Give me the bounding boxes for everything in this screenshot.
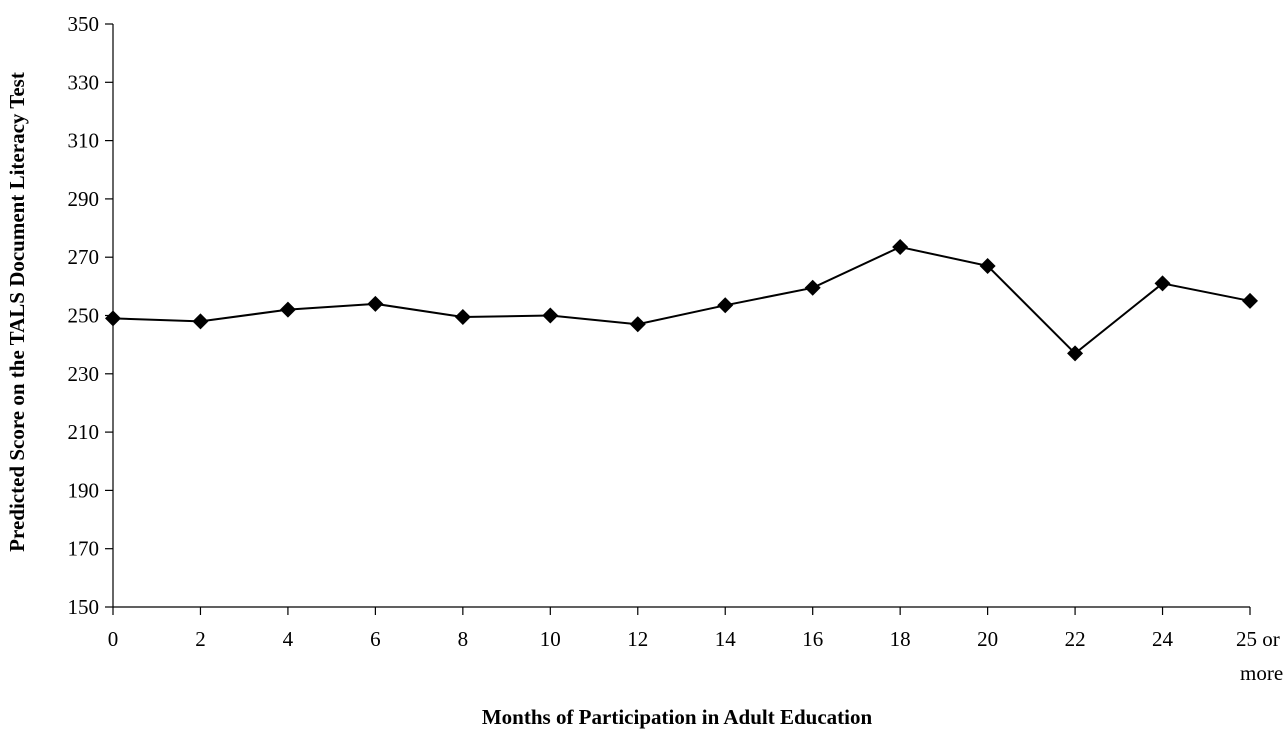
data-point-marker (192, 313, 209, 330)
x-tick-label: 16 (802, 627, 823, 651)
data-point-marker (1067, 345, 1084, 362)
y-tick-label: 150 (68, 595, 100, 619)
data-point-marker (454, 308, 471, 325)
data-point-marker (367, 295, 384, 312)
x-tick-label: 8 (458, 627, 469, 651)
y-tick-label: 310 (68, 129, 100, 153)
y-tick-label: 290 (68, 187, 100, 211)
data-point-marker (892, 238, 909, 255)
x-tick-label: 2 (195, 627, 206, 651)
x-tick-label: 0 (108, 627, 119, 651)
y-tick-label: 330 (68, 70, 100, 94)
data-point-marker (1242, 292, 1258, 309)
y-tick-label: 170 (68, 537, 100, 561)
x-tick-label: 20 (977, 627, 998, 651)
x-tick-label: 12 (627, 627, 648, 651)
data-point-marker (629, 316, 646, 333)
x-tick-label-line2: more (1240, 661, 1283, 685)
x-tick-label: 18 (890, 627, 911, 651)
y-tick-label: 190 (68, 478, 100, 502)
y-axis: 150 170 190 210 230 250 270 290 310 330 350 (68, 12, 114, 619)
data-point-marker (717, 297, 734, 314)
y-tick-label: 210 (68, 420, 100, 444)
data-point-marker (279, 301, 296, 318)
series-layer (105, 238, 1258, 362)
y-tick-label: 270 (68, 245, 100, 269)
y-axis-title: Predicted Score on the TALS Document Lit… (5, 72, 29, 552)
y-tick-label: 350 (68, 12, 100, 36)
y-tick-label: 250 (68, 304, 100, 328)
x-tick-label: 25 or (1236, 627, 1280, 651)
x-axis-title: Months of Participation in Adult Educati… (482, 705, 873, 729)
x-tick-label: 6 (370, 627, 381, 651)
x-tick-label: 14 (715, 627, 737, 651)
x-tick-label: 22 (1065, 627, 1086, 651)
data-point-marker (105, 310, 121, 327)
data-point-marker (542, 307, 559, 324)
y-tick-label: 230 (68, 362, 100, 386)
data-point-marker (979, 257, 996, 274)
x-tick-label: 4 (283, 627, 294, 651)
data-point-marker (804, 279, 821, 296)
x-tick-label: 10 (540, 627, 561, 651)
series-line (112, 245, 1251, 355)
data-point-marker (1154, 275, 1171, 292)
x-tick-label: 24 (1152, 627, 1174, 651)
